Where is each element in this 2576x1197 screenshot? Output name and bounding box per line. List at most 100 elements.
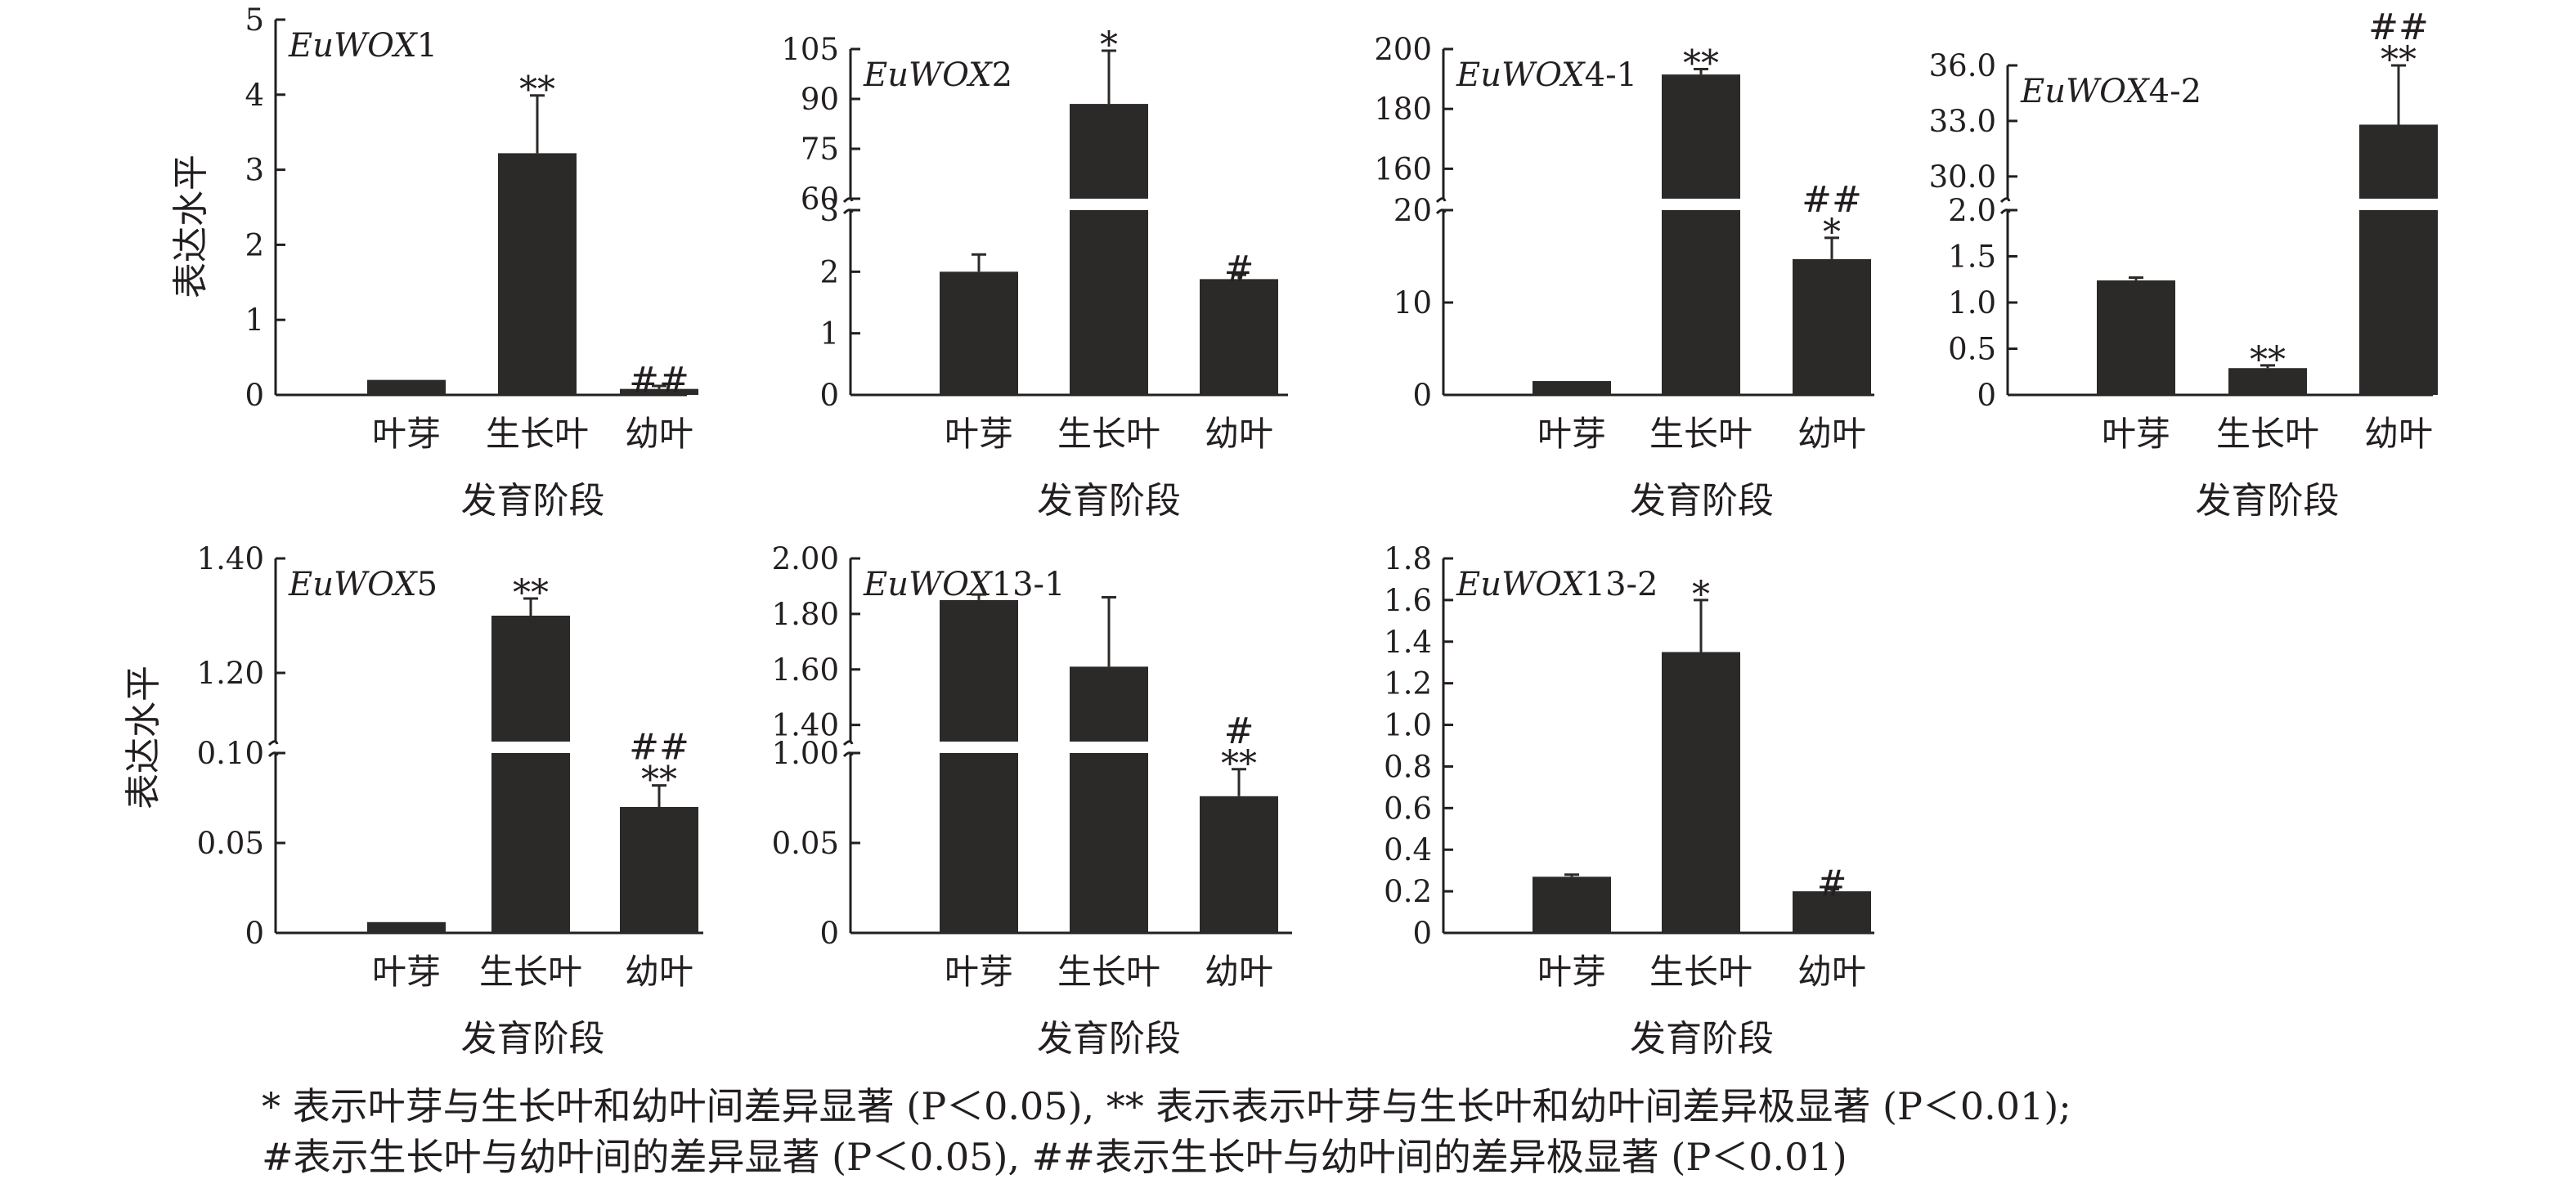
- y-tick-label: 60: [801, 182, 839, 217]
- y-tick-label: 2: [245, 227, 264, 262]
- y-tick-label: 0: [1977, 378, 1996, 413]
- gene-label-italic: EuWOX: [2020, 73, 2150, 110]
- y-tick-label: 0.2: [1384, 874, 1432, 909]
- x-category-label: 叶芽: [372, 414, 441, 454]
- gene-label-italic: EuWOX: [1456, 566, 1586, 603]
- gene-label: EuWOX13-1: [863, 566, 1066, 603]
- y-tick-label: 0.05: [772, 826, 839, 861]
- chart-panel-7: 0 0.2 0.4 0.6 0.8 1.0 1.2 1.4 1.6 1.8 EuWOX13-2 叶芽 *…: [1384, 541, 1874, 1060]
- significance-label: #: [1224, 249, 1254, 290]
- axis-break-mark: [842, 740, 854, 746]
- y-tick-label: 1.20: [197, 656, 264, 691]
- bar-生长叶: [2228, 368, 2307, 395]
- x-category-label: 生长叶: [1649, 952, 1752, 992]
- x-category-label: 生长叶: [2216, 414, 2319, 454]
- gene-label-suffix: 4-1: [1585, 56, 1637, 94]
- gene-label-italic: EuWOX: [1456, 56, 1586, 94]
- gene-label: EuWOX1: [288, 27, 438, 65]
- y-tick-label: 0.10: [197, 736, 264, 771]
- gene-label-italic: EuWOX: [863, 566, 993, 603]
- bar-生长叶: [1070, 104, 1148, 395]
- bar-生长叶: [1662, 652, 1740, 933]
- significance-label: **: [641, 760, 677, 801]
- y-tick-label: 0.6: [1384, 791, 1432, 826]
- gene-label-suffix: 2: [992, 56, 1012, 94]
- y-tick-label: 0.4: [1384, 832, 1432, 867]
- significance-label: **: [1221, 743, 1257, 785]
- x-category-label: 幼叶: [1797, 414, 1866, 454]
- significance-label: *: [1692, 574, 1710, 616]
- y-tick-label: 0: [1412, 916, 1432, 951]
- bar-break-gap: [490, 742, 572, 753]
- significance-label: **: [1683, 43, 1719, 85]
- y-tick-label: 0.05: [197, 826, 264, 861]
- gene-label: EuWOX2: [863, 56, 1012, 94]
- y-tick-label: 0: [819, 378, 839, 413]
- x-category-label: 叶芽: [945, 414, 1013, 454]
- bar-叶芽: [940, 271, 1018, 395]
- bar-幼叶: [1200, 279, 1278, 395]
- y-tick-label: 0: [245, 916, 264, 951]
- y-tick-label: 0: [245, 378, 264, 413]
- y-tick-label: 0: [819, 916, 839, 951]
- bar-生长叶: [1662, 74, 1740, 396]
- bar-幼叶: [620, 807, 698, 933]
- x-axis-title: 发育阶段: [2196, 480, 2340, 522]
- x-axis-title: 发育阶段: [1630, 480, 1774, 522]
- bar-break-gap: [1068, 742, 1150, 753]
- bar-叶芽: [1533, 876, 1611, 933]
- significance-footnote: * 表示叶芽与生长叶和幼叶间差异显著 (P＜0.05), ** 表示表示叶芽与生…: [262, 1081, 2551, 1182]
- panels-group: 012345EuWOX1叶芽**生长叶##幼叶发育阶段表达水平012360759…: [123, 2, 2439, 1060]
- x-axis-title: 发育阶段: [461, 480, 605, 522]
- y-tick-label: 2.0: [1948, 193, 1996, 228]
- y-tick-label: 2.00: [772, 541, 839, 576]
- y-tick-label: 1.80: [772, 597, 839, 632]
- bar-叶芽: [367, 379, 446, 395]
- x-axis-title: 发育阶段: [1037, 480, 1181, 522]
- gene-label-suffix: 13-1: [992, 566, 1066, 603]
- chart-panel-6: 0 0.05 1.001.40 1.60 1.80 2.00 EuWOX13-1 叶芽 生长叶 *…: [772, 541, 1292, 1060]
- y-tick-label: 2: [819, 254, 839, 289]
- x-category-label: 幼叶: [1205, 414, 1273, 454]
- x-axis-title: 发育阶段: [461, 1018, 605, 1060]
- significance-label: **: [519, 69, 555, 111]
- axis-break-mark: [267, 740, 279, 746]
- y-tick-label: 160: [1374, 151, 1432, 186]
- x-category-label: 生长叶: [1057, 952, 1160, 992]
- y-axis-title: 表达水平: [123, 666, 164, 809]
- y-tick-label: 4: [245, 78, 264, 113]
- significance-label: *: [1823, 212, 1841, 253]
- x-category-label: 叶芽: [1537, 952, 1606, 992]
- y-tick-label: 30.0: [1929, 159, 1996, 195]
- y-tick-label: 75: [801, 132, 839, 167]
- y-tick-label: 1.0: [1948, 285, 1996, 321]
- y-tick-label: 1.60: [772, 652, 839, 688]
- x-category-label: 生长叶: [479, 952, 582, 992]
- gene-label-suffix: 5: [417, 566, 438, 603]
- axis-break-mark: [842, 751, 854, 758]
- y-tick-label: 0.8: [1384, 749, 1432, 784]
- significance-label: **: [2250, 339, 2286, 381]
- chart-panel-4: 0 0.5 1.0 1.5 2.030.0 33.0 36.0 EuWOX4-2 叶芽 ** 生长叶…: [1929, 7, 2439, 522]
- y-tick-label: 1.40: [772, 708, 839, 743]
- bar-生长叶: [491, 616, 570, 933]
- axis-break-mark: [267, 751, 279, 758]
- bar-幼叶: [2359, 124, 2438, 395]
- x-category-label: 幼叶: [1205, 952, 1273, 992]
- y-tick-label: 3: [245, 153, 264, 188]
- bar-幼叶: [620, 388, 698, 395]
- y-tick-label: 1.00: [772, 736, 839, 771]
- y-tick-label: 1.40: [197, 541, 264, 576]
- significance-label: **: [2381, 39, 2417, 81]
- y-tick-label: 1.2: [1384, 666, 1432, 702]
- axis-break-mark: [1999, 197, 2011, 204]
- gene-label: EuWOX4-2: [2020, 73, 2201, 110]
- significance-label: *: [1100, 25, 1118, 66]
- gene-label-suffix: 4-2: [2149, 73, 2201, 110]
- axis-break-mark: [1435, 208, 1447, 215]
- y-tick-label: 0.5: [1948, 332, 1996, 367]
- significance-label: ##: [629, 727, 689, 769]
- y-tick-label: 3: [819, 193, 839, 228]
